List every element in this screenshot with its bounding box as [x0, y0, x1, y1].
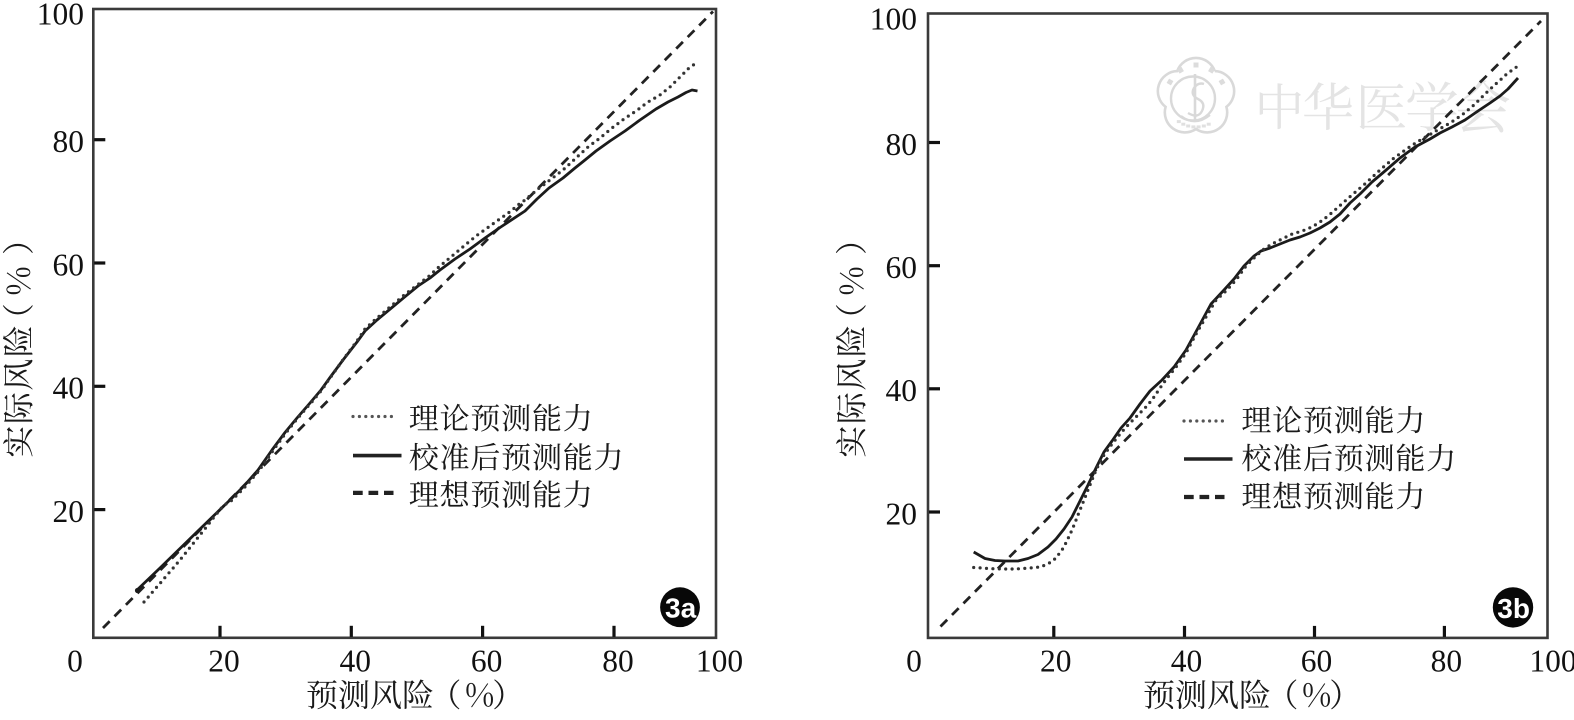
svg-text:20: 20	[886, 496, 918, 531]
svg-text:3a: 3a	[665, 593, 697, 624]
svg-text:20: 20	[1040, 644, 1072, 679]
svg-text:100: 100	[696, 644, 743, 679]
svg-text:100: 100	[37, 0, 84, 31]
svg-text:80: 80	[602, 644, 634, 679]
svg-text:3b: 3b	[1497, 593, 1530, 624]
svg-text:20: 20	[53, 494, 85, 529]
svg-text:100: 100	[870, 1, 917, 36]
svg-text:60: 60	[53, 247, 85, 282]
svg-text:80: 80	[1431, 644, 1463, 679]
svg-text:100: 100	[1529, 644, 1574, 679]
svg-text:80: 80	[886, 127, 918, 162]
svg-text:0: 0	[906, 644, 922, 679]
svg-text:60: 60	[471, 644, 503, 679]
svg-text:60: 60	[1301, 644, 1333, 679]
svg-text:40: 40	[1171, 644, 1203, 679]
svg-text:60: 60	[886, 250, 918, 285]
svg-text:40: 40	[340, 644, 372, 679]
svg-text:80: 80	[53, 124, 85, 159]
svg-text:40: 40	[53, 371, 85, 406]
svg-text:20: 20	[208, 644, 240, 679]
svg-text:0: 0	[67, 644, 83, 679]
svg-text:40: 40	[886, 373, 918, 408]
